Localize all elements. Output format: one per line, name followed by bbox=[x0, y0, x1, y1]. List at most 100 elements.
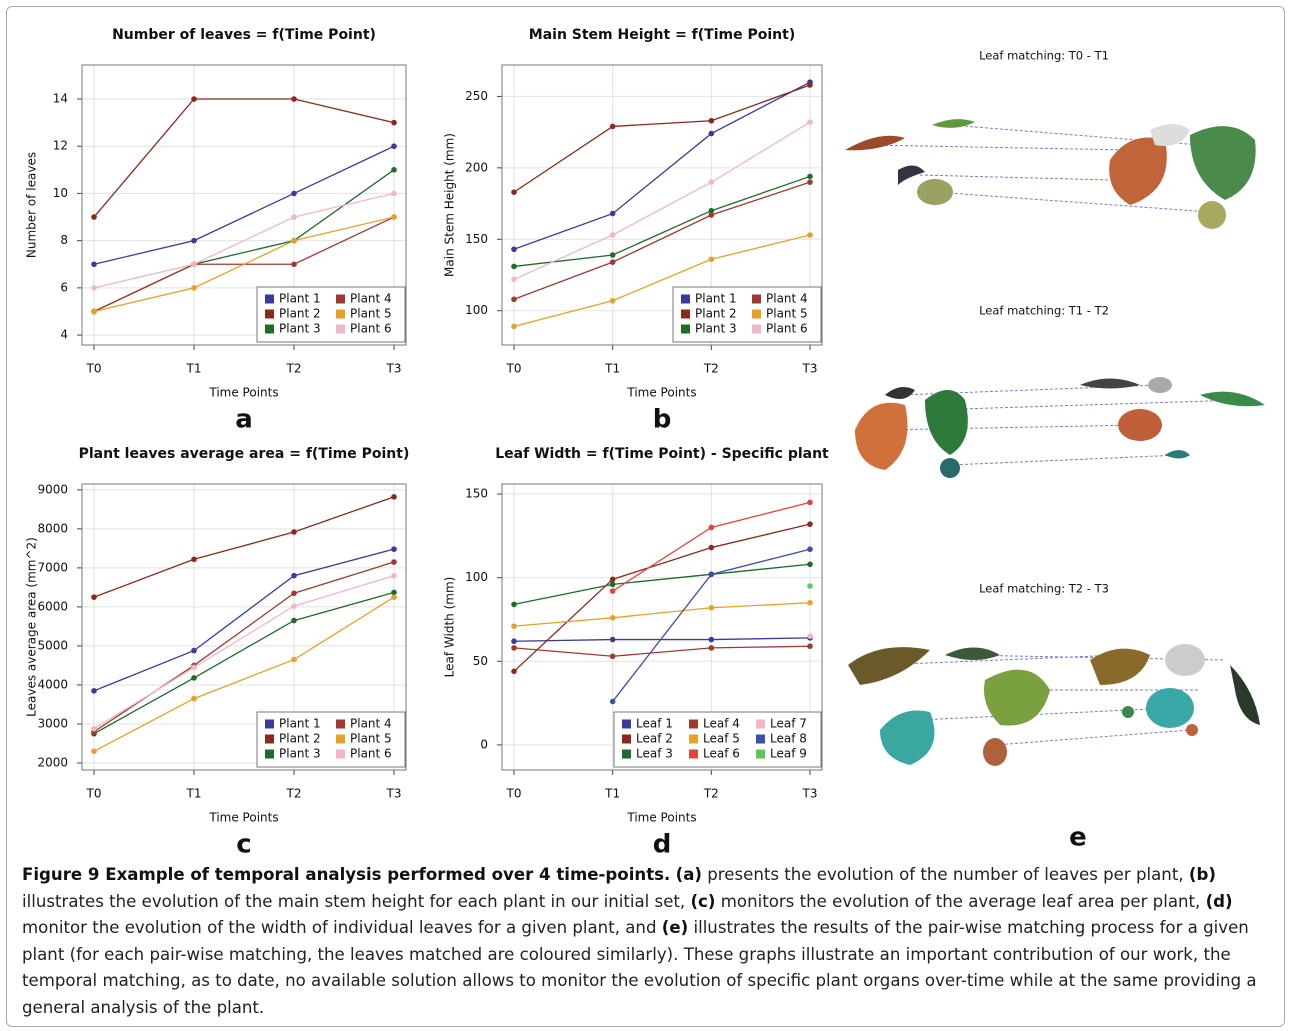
series-line bbox=[93, 216, 395, 313]
legend-swatch bbox=[265, 749, 274, 759]
x-tick-label: T1 bbox=[186, 362, 202, 376]
data-point bbox=[708, 256, 715, 263]
y-axis-label: Number of leaves bbox=[25, 152, 39, 258]
data-point bbox=[291, 214, 297, 220]
legend-label: Plant 4 bbox=[350, 717, 392, 731]
data-point bbox=[609, 588, 616, 594]
series-line bbox=[513, 563, 811, 606]
chart-title: Leaf Width = f(Time Point) - Specific pl… bbox=[495, 446, 829, 462]
data-point bbox=[291, 190, 297, 197]
series-line bbox=[93, 548, 395, 692]
y-tick-label: 10 bbox=[53, 186, 68, 200]
x-tick-label: T2 bbox=[703, 362, 719, 376]
data-point bbox=[291, 529, 297, 535]
data-point bbox=[807, 583, 813, 589]
data-point bbox=[708, 636, 715, 643]
legend-swatch bbox=[336, 294, 345, 304]
y-axis-label: Main Stem Height (mm) bbox=[443, 133, 457, 277]
series-line bbox=[513, 175, 811, 268]
caption-label: (a) bbox=[675, 865, 702, 884]
matching-title: Leaf matching: T2 - T3 bbox=[979, 582, 1109, 596]
series-line bbox=[513, 81, 811, 250]
legend-label: Plant 2 bbox=[279, 732, 321, 746]
x-tick-label: T0 bbox=[86, 787, 102, 801]
legend-swatch bbox=[622, 749, 631, 759]
legend-swatch bbox=[265, 294, 274, 304]
plot-frame bbox=[81, 64, 407, 346]
data-point bbox=[191, 285, 197, 291]
legend-label: Leaf 1 bbox=[636, 717, 673, 731]
data-point bbox=[609, 576, 616, 583]
series-line bbox=[93, 98, 395, 218]
legend-swatch bbox=[265, 734, 274, 744]
x-tick-label: T1 bbox=[186, 787, 202, 801]
x-tick-label: T3 bbox=[386, 362, 402, 376]
data-point bbox=[708, 117, 715, 124]
data-point bbox=[511, 189, 517, 195]
data-point bbox=[391, 546, 397, 552]
legend-swatch bbox=[336, 734, 345, 744]
y-tick-label: 9000 bbox=[37, 482, 68, 496]
caption-label: (e) bbox=[661, 918, 689, 937]
data-point bbox=[291, 656, 297, 663]
series-line bbox=[513, 121, 811, 280]
series-line bbox=[93, 575, 395, 730]
y-tick-label: 4 bbox=[60, 328, 68, 342]
data-point bbox=[511, 668, 517, 675]
data-point bbox=[708, 207, 715, 214]
series-line bbox=[93, 561, 395, 733]
legend-swatch bbox=[265, 324, 274, 334]
x-tick-label: T3 bbox=[802, 362, 818, 376]
data-point bbox=[708, 130, 715, 137]
legend-box bbox=[256, 286, 406, 343]
series-line bbox=[93, 192, 395, 289]
legend-label: Plant 6 bbox=[350, 747, 392, 761]
legend-label: Plant 3 bbox=[279, 322, 321, 336]
legend-label: Plant 2 bbox=[279, 307, 321, 321]
data-point bbox=[511, 638, 517, 645]
data-point bbox=[708, 179, 715, 185]
data-point bbox=[807, 561, 813, 568]
x-axis-label: Time Points bbox=[208, 386, 278, 400]
legend-label: Leaf 4 bbox=[703, 717, 740, 731]
data-point bbox=[91, 214, 97, 220]
legend-swatch bbox=[265, 309, 274, 319]
data-point bbox=[391, 559, 397, 565]
data-point bbox=[191, 261, 197, 268]
data-point bbox=[511, 263, 517, 270]
data-point bbox=[291, 237, 297, 244]
legend-swatch bbox=[336, 324, 345, 334]
y-tick-label: 150 bbox=[465, 232, 488, 246]
data-point bbox=[91, 594, 97, 600]
data-point bbox=[391, 190, 397, 197]
legend-label: Plant 4 bbox=[766, 292, 808, 306]
x-tick-label: T3 bbox=[386, 787, 402, 801]
legend-swatch bbox=[756, 719, 765, 729]
data-point bbox=[609, 653, 616, 660]
legend-box bbox=[672, 286, 822, 343]
y-tick-label: 8000 bbox=[37, 521, 68, 535]
x-axis-label: Time Points bbox=[626, 811, 696, 825]
panel-letter: a bbox=[235, 405, 253, 435]
data-point bbox=[807, 179, 813, 185]
data-point bbox=[391, 594, 397, 600]
legend-swatch bbox=[689, 734, 698, 744]
series-line bbox=[513, 602, 811, 627]
legend-swatch bbox=[756, 734, 765, 744]
panel-letter: c bbox=[236, 830, 251, 860]
legend-swatch bbox=[681, 324, 690, 334]
data-point bbox=[807, 643, 813, 650]
chart-title: Number of leaves = f(Time Point) bbox=[112, 27, 376, 43]
data-point bbox=[291, 96, 297, 102]
data-point bbox=[807, 232, 813, 238]
data-point bbox=[807, 499, 813, 506]
legend-label: Leaf 5 bbox=[703, 732, 740, 746]
data-point bbox=[191, 647, 197, 654]
plot-frame bbox=[81, 483, 407, 771]
x-tick-label: T0 bbox=[86, 362, 102, 376]
panel-letter: e bbox=[1069, 823, 1087, 853]
y-tick-label: 250 bbox=[465, 89, 488, 103]
data-point bbox=[609, 615, 616, 621]
x-tick-label: T2 bbox=[286, 362, 302, 376]
data-point bbox=[391, 119, 397, 126]
